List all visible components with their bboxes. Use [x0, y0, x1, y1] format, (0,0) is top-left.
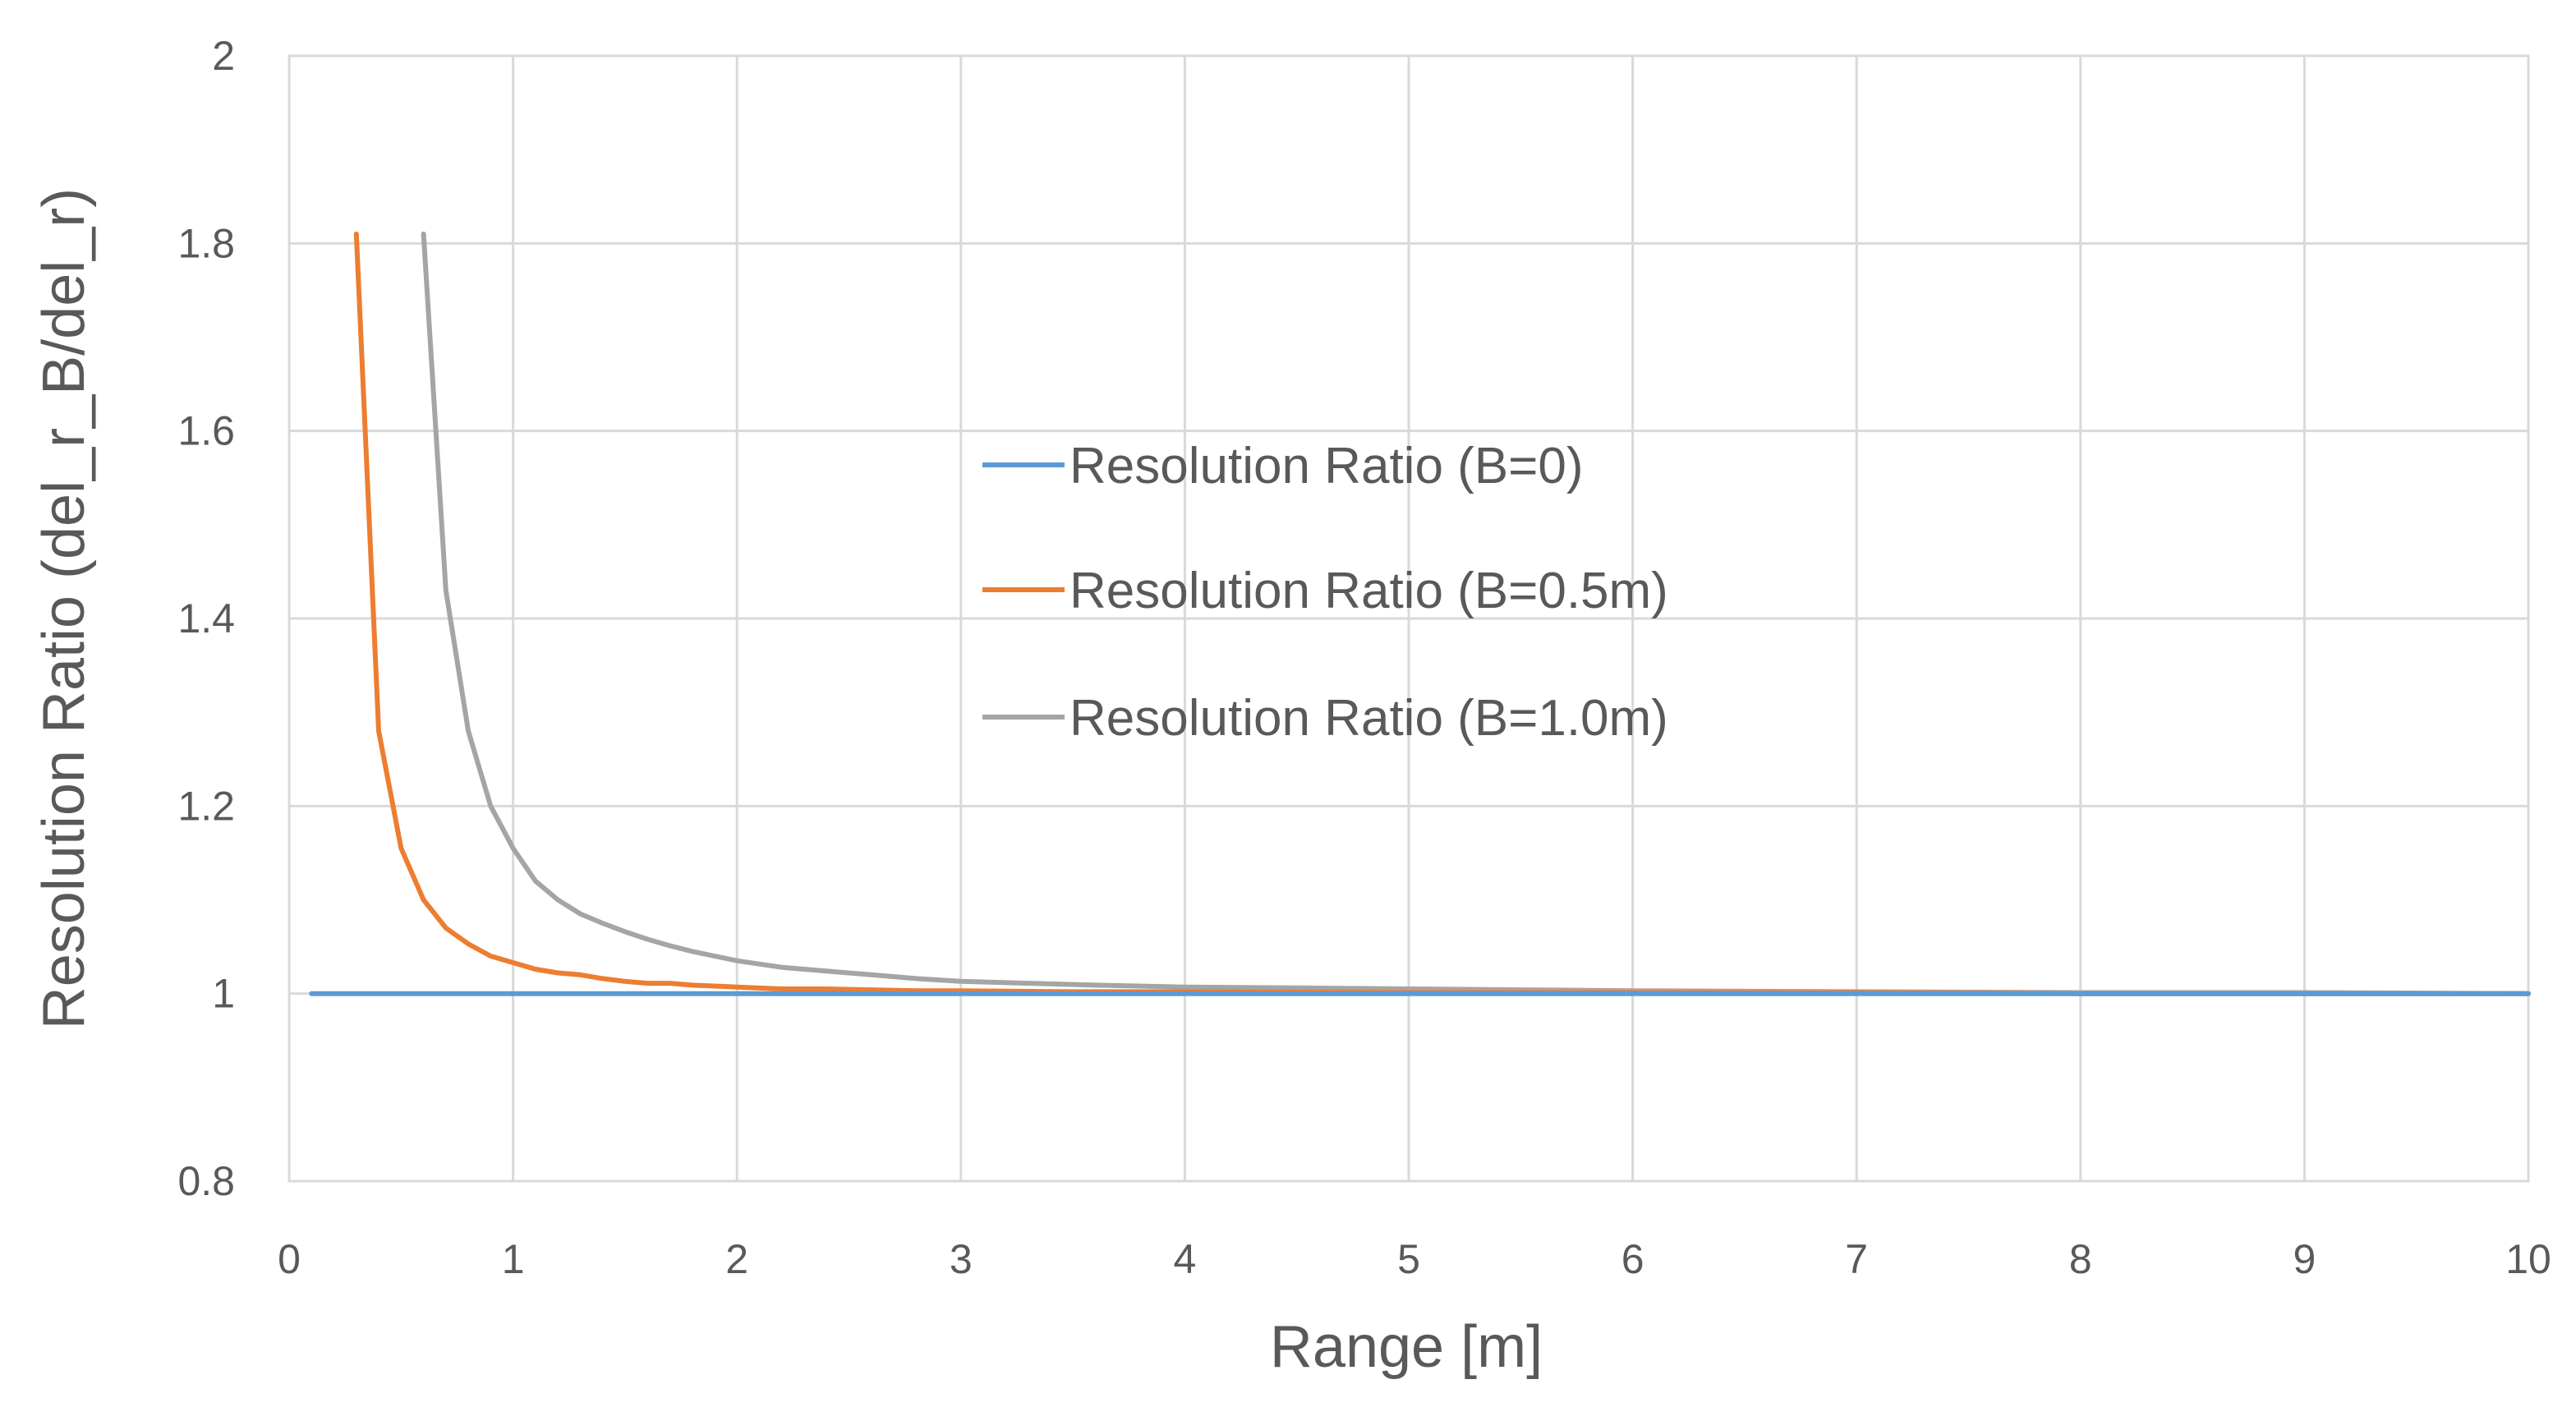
plot-area-frame [288, 54, 2530, 1183]
y-tick-label: 1.8 [177, 220, 235, 266]
x-tick-label: 2 [725, 1236, 748, 1282]
y-axis-tick-labels: 0.8 1 1.2 1.4 1.6 1.8 2 [177, 33, 235, 1204]
legend: Resolution Ratio (B=0) Resolution Ratio (… [982, 438, 1668, 747]
y-tick-label: 1.2 [177, 783, 235, 829]
x-tick-label: 3 [950, 1236, 973, 1282]
legend-label-b-0: Resolution Ratio (B=0) [1070, 438, 1583, 494]
series-line-b-1-0m [421, 231, 2531, 996]
y-tick-label: 2 [212, 33, 235, 79]
x-tick-label: 5 [1397, 1236, 1420, 1282]
x-tick-label: 9 [2293, 1236, 2316, 1282]
y-axis-title: Resolution Ratio (del_r_B/del_r) [31, 188, 97, 1030]
series-lines [309, 231, 2531, 996]
x-tick-label: 7 [1845, 1236, 1868, 1282]
x-tick-label: 10 [2505, 1236, 2551, 1282]
x-axis-title: Range [m] [1270, 1314, 1543, 1380]
y-tick-label: 1.4 [177, 595, 235, 641]
x-tick-label: 8 [2069, 1236, 2092, 1282]
y-tick-label: 1.6 [177, 408, 235, 454]
x-axis-tick-labels: 0 1 2 3 4 5 6 7 8 9 10 [278, 1236, 2551, 1282]
y-tick-label: 0.8 [177, 1158, 235, 1204]
legend-label-b-0-5m: Resolution Ratio (B=0.5m) [1070, 563, 1668, 619]
x-tick-label: 6 [1622, 1236, 1644, 1282]
y-tick-label: 1 [212, 971, 235, 1017]
legend-label-b-1-0m: Resolution Ratio (B=1.0m) [1070, 690, 1668, 747]
x-tick-label: 0 [278, 1236, 301, 1282]
x-tick-label: 4 [1173, 1236, 1196, 1282]
x-tick-label: 1 [502, 1236, 525, 1282]
